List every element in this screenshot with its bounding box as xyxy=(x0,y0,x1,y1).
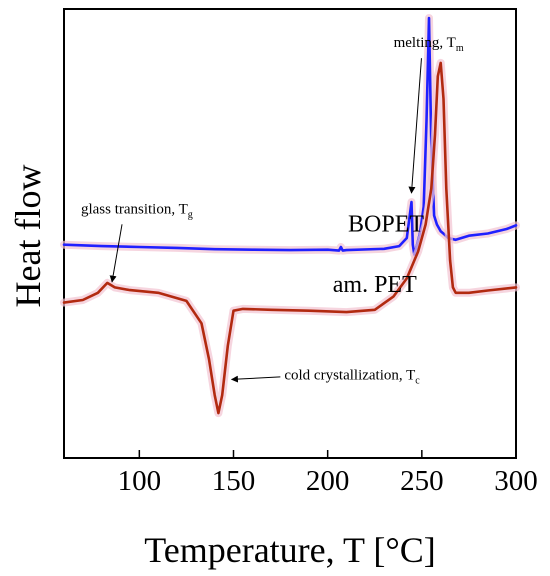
x-tick-label: 100 xyxy=(118,465,162,497)
plot-frame xyxy=(63,8,517,459)
x-tick-label: 150 xyxy=(212,465,256,497)
x-tick-label: 300 xyxy=(494,465,538,497)
x-tick-label: 250 xyxy=(400,465,444,497)
series-line-am-pet xyxy=(62,61,518,415)
annotation-arrow xyxy=(230,375,281,383)
series-label: BOPET xyxy=(348,211,424,237)
x-tick-label: 200 xyxy=(306,465,350,497)
annotation-label: glass transition, Tg xyxy=(81,201,193,220)
annotation-arrow xyxy=(109,224,123,283)
series-label: am. PET xyxy=(333,272,417,298)
x-axis-title: Temperature, T [°C] xyxy=(144,530,435,570)
annotation-label: melting, Tm xyxy=(394,35,464,54)
annotation-label: cold crystallization, Tc xyxy=(284,367,420,386)
annotation-arrow xyxy=(408,58,422,194)
y-axis-title: Heat flow xyxy=(8,165,48,308)
